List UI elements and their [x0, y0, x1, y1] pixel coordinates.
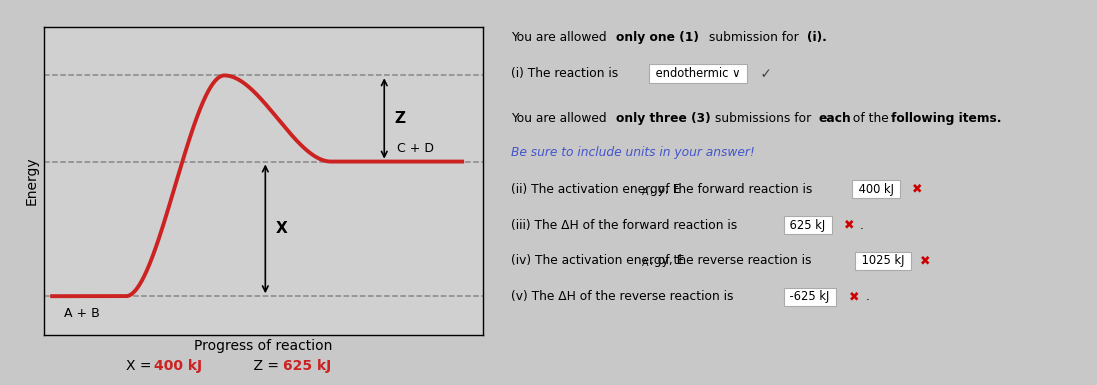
Text: ✖: ✖	[844, 219, 853, 232]
Text: , of the reverse reaction is: , of the reverse reaction is	[649, 254, 812, 268]
Text: each: each	[819, 112, 851, 125]
Text: of the: of the	[849, 112, 893, 125]
Text: A + B: A + B	[65, 307, 100, 320]
Text: 400 kJ: 400 kJ	[154, 360, 202, 373]
Text: ✓: ✓	[756, 67, 772, 81]
Text: submission for: submission for	[705, 31, 803, 44]
Text: 625 kJ: 625 kJ	[283, 360, 331, 373]
Text: ✖: ✖	[920, 254, 931, 268]
Text: 625 kJ: 625 kJ	[787, 219, 829, 232]
Text: 400 kJ: 400 kJ	[855, 183, 897, 196]
Text: , of the forward reaction is: , of the forward reaction is	[649, 183, 812, 196]
Text: X =: X =	[126, 360, 156, 373]
Text: only one (1): only one (1)	[615, 31, 699, 44]
Text: (ii) The activation energy, E: (ii) The activation energy, E	[511, 183, 680, 196]
Text: 1025 kJ: 1025 kJ	[858, 254, 908, 268]
Text: Z: Z	[395, 111, 406, 126]
Text: A: A	[642, 188, 648, 197]
Text: only three (3): only three (3)	[615, 112, 711, 125]
Text: -625 kJ: -625 kJ	[787, 290, 833, 303]
Text: Be sure to include units in your answer!: Be sure to include units in your answer!	[511, 146, 755, 159]
Text: endothermic ∨: endothermic ∨	[652, 67, 744, 80]
Text: (i).: (i).	[807, 31, 827, 44]
Text: ✖: ✖	[913, 183, 923, 196]
X-axis label: Progress of reaction: Progress of reaction	[194, 339, 332, 353]
Text: (i) The reaction is: (i) The reaction is	[511, 67, 622, 80]
Text: submissions for: submissions for	[711, 112, 815, 125]
Text: C + D: C + D	[396, 142, 433, 155]
Text: (v) The ΔH of the reverse reaction is: (v) The ΔH of the reverse reaction is	[511, 290, 734, 303]
Text: (iii) The ΔH of the forward reaction is: (iii) The ΔH of the forward reaction is	[511, 219, 737, 232]
Text: Z =: Z =	[236, 360, 283, 373]
Text: X: X	[275, 221, 287, 236]
Text: .: .	[866, 290, 869, 303]
Y-axis label: Energy: Energy	[24, 157, 38, 205]
Text: You are allowed: You are allowed	[511, 112, 611, 125]
Text: You are allowed: You are allowed	[511, 31, 611, 44]
Text: following items.: following items.	[891, 112, 1002, 125]
Text: .: .	[860, 219, 864, 232]
Text: ✖: ✖	[849, 290, 859, 303]
Text: (iv) The activation energy, E: (iv) The activation energy, E	[511, 254, 685, 268]
Text: A: A	[642, 259, 648, 268]
